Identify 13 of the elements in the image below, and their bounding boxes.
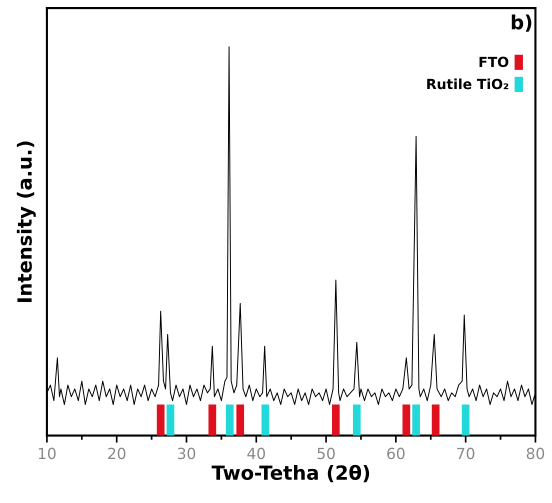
x-tick-label: 30 <box>178 448 196 460</box>
legend-label: Rutile TiO₂ <box>427 78 508 90</box>
y-axis-title: Intensity (a.u.) <box>16 142 36 302</box>
x-tick-label: 50 <box>318 448 335 460</box>
text: b) <box>512 14 532 32</box>
x-tick-label: 10 <box>38 448 56 460</box>
x-tick-label: 20 <box>108 448 126 460</box>
x-tick-label: 80 <box>526 448 544 460</box>
legend-label: FTO <box>480 56 508 68</box>
x-axis-title: Two-Tetha (2θ) <box>212 464 370 482</box>
x-tick-label: 70 <box>457 448 474 460</box>
x-tick-label: 60 <box>387 448 405 460</box>
x-tick-label: 40 <box>247 448 265 460</box>
